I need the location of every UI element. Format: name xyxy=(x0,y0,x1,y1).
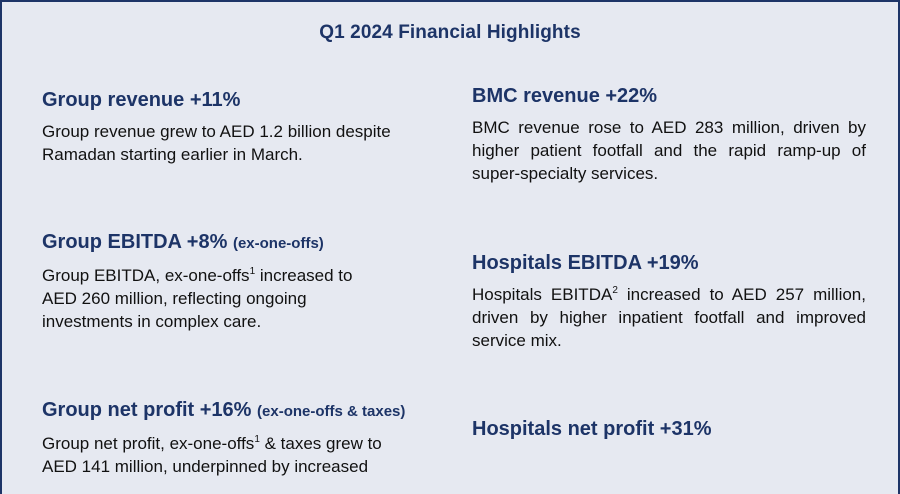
group-ebitda-qualifier: (ex-one-offs) xyxy=(232,235,324,252)
body-line: Group net profit, ex-one-offs1 & taxes g… xyxy=(42,432,462,455)
group-ebitda-body: Group EBITDA, ex-one-offs1 increased to … xyxy=(42,264,452,333)
group-revenue-body: Group revenue grew to AED 1.2 billion de… xyxy=(42,120,452,166)
group-revenue-heading-text: Group revenue +11% xyxy=(42,89,241,111)
body-line: Group EBITDA, ex-one-offs1 increased to xyxy=(42,264,452,287)
body-line: investments in complex care. xyxy=(42,310,452,333)
hospitals-ebitda-heading: Hospitals EBITDA +19% xyxy=(472,252,699,274)
group-ebitda-heading: Group EBITDA +8% (ex-one-offs) xyxy=(42,230,452,256)
body-line-text: increased to xyxy=(255,266,353,285)
body-text: increased to AED 257 million, driven by … xyxy=(472,285,866,350)
footnote-marker: 1 xyxy=(254,434,260,445)
body-line-text: Group EBITDA, ex-one-offs xyxy=(42,266,250,285)
bmc-revenue-body: BMC revenue rose to AED 283 million, dri… xyxy=(472,116,866,185)
body-text: Hospitals EBITDA xyxy=(472,285,613,304)
body-line-text: investments in complex care. xyxy=(42,312,262,331)
body-line: AED 260 million, reflecting ongoing xyxy=(42,287,452,310)
hospitals-ebitda-block: Hospitals EBITDA +19% Hospitals EBITDA2 … xyxy=(472,251,866,352)
body-line-text: Ramadan starting earlier in March. xyxy=(42,145,303,164)
body-line: Ramadan starting earlier in March. xyxy=(42,143,452,166)
body-line-text: AED 260 million, reflecting ongoing xyxy=(42,289,307,308)
bmc-revenue-heading: BMC revenue +22% xyxy=(472,85,658,107)
hospitals-net-profit-block: Hospitals net profit +31% xyxy=(472,417,866,441)
group-net-profit-body: Group net profit, ex-one-offs1 & taxes g… xyxy=(42,432,462,478)
hospitals-net-profit-heading: Hospitals net profit +31% xyxy=(472,418,712,440)
bmc-revenue-block: BMC revenue +22% BMC revenue rose to AED… xyxy=(472,84,866,185)
body-text: BMC revenue rose to AED 283 million, dri… xyxy=(472,118,866,183)
footnote-marker: 2 xyxy=(612,285,618,296)
footnote-marker: 1 xyxy=(249,266,256,277)
group-revenue-heading: Group revenue +11% xyxy=(42,88,452,112)
body-line-text: AED 141 million, underpinned by increase… xyxy=(42,457,369,476)
hospitals-ebitda-body: Hospitals EBITDA2 increased to AED 257 m… xyxy=(472,283,866,352)
body-line-text: & taxes grew to xyxy=(259,434,382,453)
body-line-text: Group revenue grew to AED 1.2 billion de… xyxy=(42,122,391,141)
body-line: Group revenue grew to AED 1.2 billion de… xyxy=(42,120,452,143)
group-net-profit-block: Group net profit +16% (ex-one-offs & tax… xyxy=(42,398,462,478)
group-ebitda-heading-text: Group EBITDA +8% xyxy=(42,231,228,253)
group-net-profit-heading: Group net profit +16% (ex-one-offs & tax… xyxy=(42,398,462,424)
page-title: Q1 2024 Financial Highlights xyxy=(319,22,581,43)
body-line: AED 141 million, underpinned by increase… xyxy=(42,455,462,478)
body-line-text: Group net profit, ex-one-offs xyxy=(42,434,255,453)
group-ebitda-block: Group EBITDA +8% (ex-one-offs) Group EBI… xyxy=(42,230,452,333)
group-revenue-block: Group revenue +11% Group revenue grew to… xyxy=(42,88,452,166)
group-net-profit-qualifier: (ex-one-offs & taxes) xyxy=(257,403,406,420)
group-net-profit-heading-text: Group net profit +16% xyxy=(42,399,252,421)
